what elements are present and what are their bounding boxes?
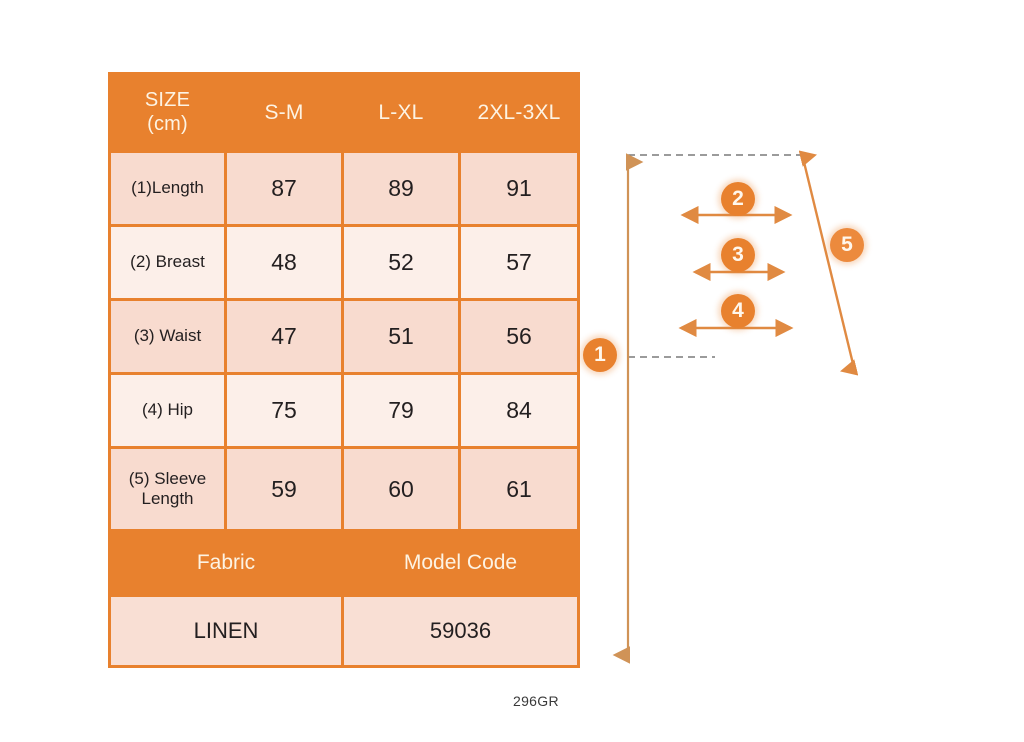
marker-badge-2: 2 — [721, 182, 755, 216]
row-label-hip: (4) Hip — [111, 375, 224, 446]
cell-breast-sm: 48 — [227, 227, 341, 298]
cell-hip-lxl: 79 — [344, 375, 458, 446]
value-model-code: 59036 — [344, 597, 577, 665]
footer-header-row: Fabric Model Code — [111, 532, 577, 594]
marker-badge-4: 4 — [721, 294, 755, 328]
fabric-weight-note: 296GR — [513, 693, 559, 709]
cell-length-sm: 87 — [227, 153, 341, 224]
cell-length-lxl: 89 — [344, 153, 458, 224]
table-row: (2) Breast 48 52 57 — [111, 227, 577, 298]
cell-breast-lxl: 52 — [344, 227, 458, 298]
value-fabric: LINEN — [111, 597, 341, 665]
header-col-2xl3xl: 2XL-3XL — [461, 75, 577, 150]
table-row: (3) Waist 47 51 56 — [111, 301, 577, 372]
header-size-line1: SIZE — [144, 88, 191, 111]
header-size-unit: SIZE (cm) — [111, 75, 224, 150]
cell-waist-2xl3xl: 56 — [461, 301, 577, 372]
cell-waist-lxl: 51 — [344, 301, 458, 372]
row-label-breast: (2) Breast — [111, 227, 224, 298]
measurement-figure-panel: 1 2 3 4 5 — [575, 0, 1024, 742]
footer-value-row: LINEN 59036 — [111, 597, 577, 665]
row-label-sleeve-line1: (5) Sleeve — [128, 468, 207, 488]
female-silhouette-diagram — [612, 150, 859, 664]
row-label-waist: (3) Waist — [111, 301, 224, 372]
table-row: (1)Length 87 89 91 — [111, 153, 577, 224]
size-chart-table: SIZE (cm) S-M L-XL 2XL-3XL (1)Length 87 8… — [108, 72, 580, 668]
row-label-sleeve-length: (5) Sleeve Length — [111, 449, 224, 529]
marker-badge-1: 1 — [583, 338, 617, 372]
cell-sleeve-sm: 59 — [227, 449, 341, 529]
header-size-line2: (cm) — [147, 112, 188, 135]
table-row: (5) Sleeve Length 59 60 61 — [111, 449, 577, 529]
header-fabric: Fabric — [111, 532, 341, 594]
cell-hip-2xl3xl: 84 — [461, 375, 577, 446]
row-label-sleeve-line2: Length — [141, 489, 194, 508]
cell-sleeve-2xl3xl: 61 — [461, 449, 577, 529]
row-label-length: (1)Length — [111, 153, 224, 224]
table-header-row: SIZE (cm) S-M L-XL 2XL-3XL — [111, 75, 577, 150]
cell-length-2xl3xl: 91 — [461, 153, 577, 224]
cell-waist-sm: 47 — [227, 301, 341, 372]
header-col-sm: S-M — [227, 75, 341, 150]
cell-breast-2xl3xl: 57 — [461, 227, 577, 298]
marker-badge-3: 3 — [721, 238, 755, 272]
header-col-lxl: L-XL — [344, 75, 458, 150]
measure-5-sleeve-arrow — [798, 150, 859, 376]
table-row: (4) Hip 75 79 84 — [111, 375, 577, 446]
cell-hip-sm: 75 — [227, 375, 341, 446]
header-model-code: Model Code — [344, 532, 577, 594]
marker-badge-5: 5 — [830, 228, 864, 262]
cell-sleeve-lxl: 60 — [344, 449, 458, 529]
